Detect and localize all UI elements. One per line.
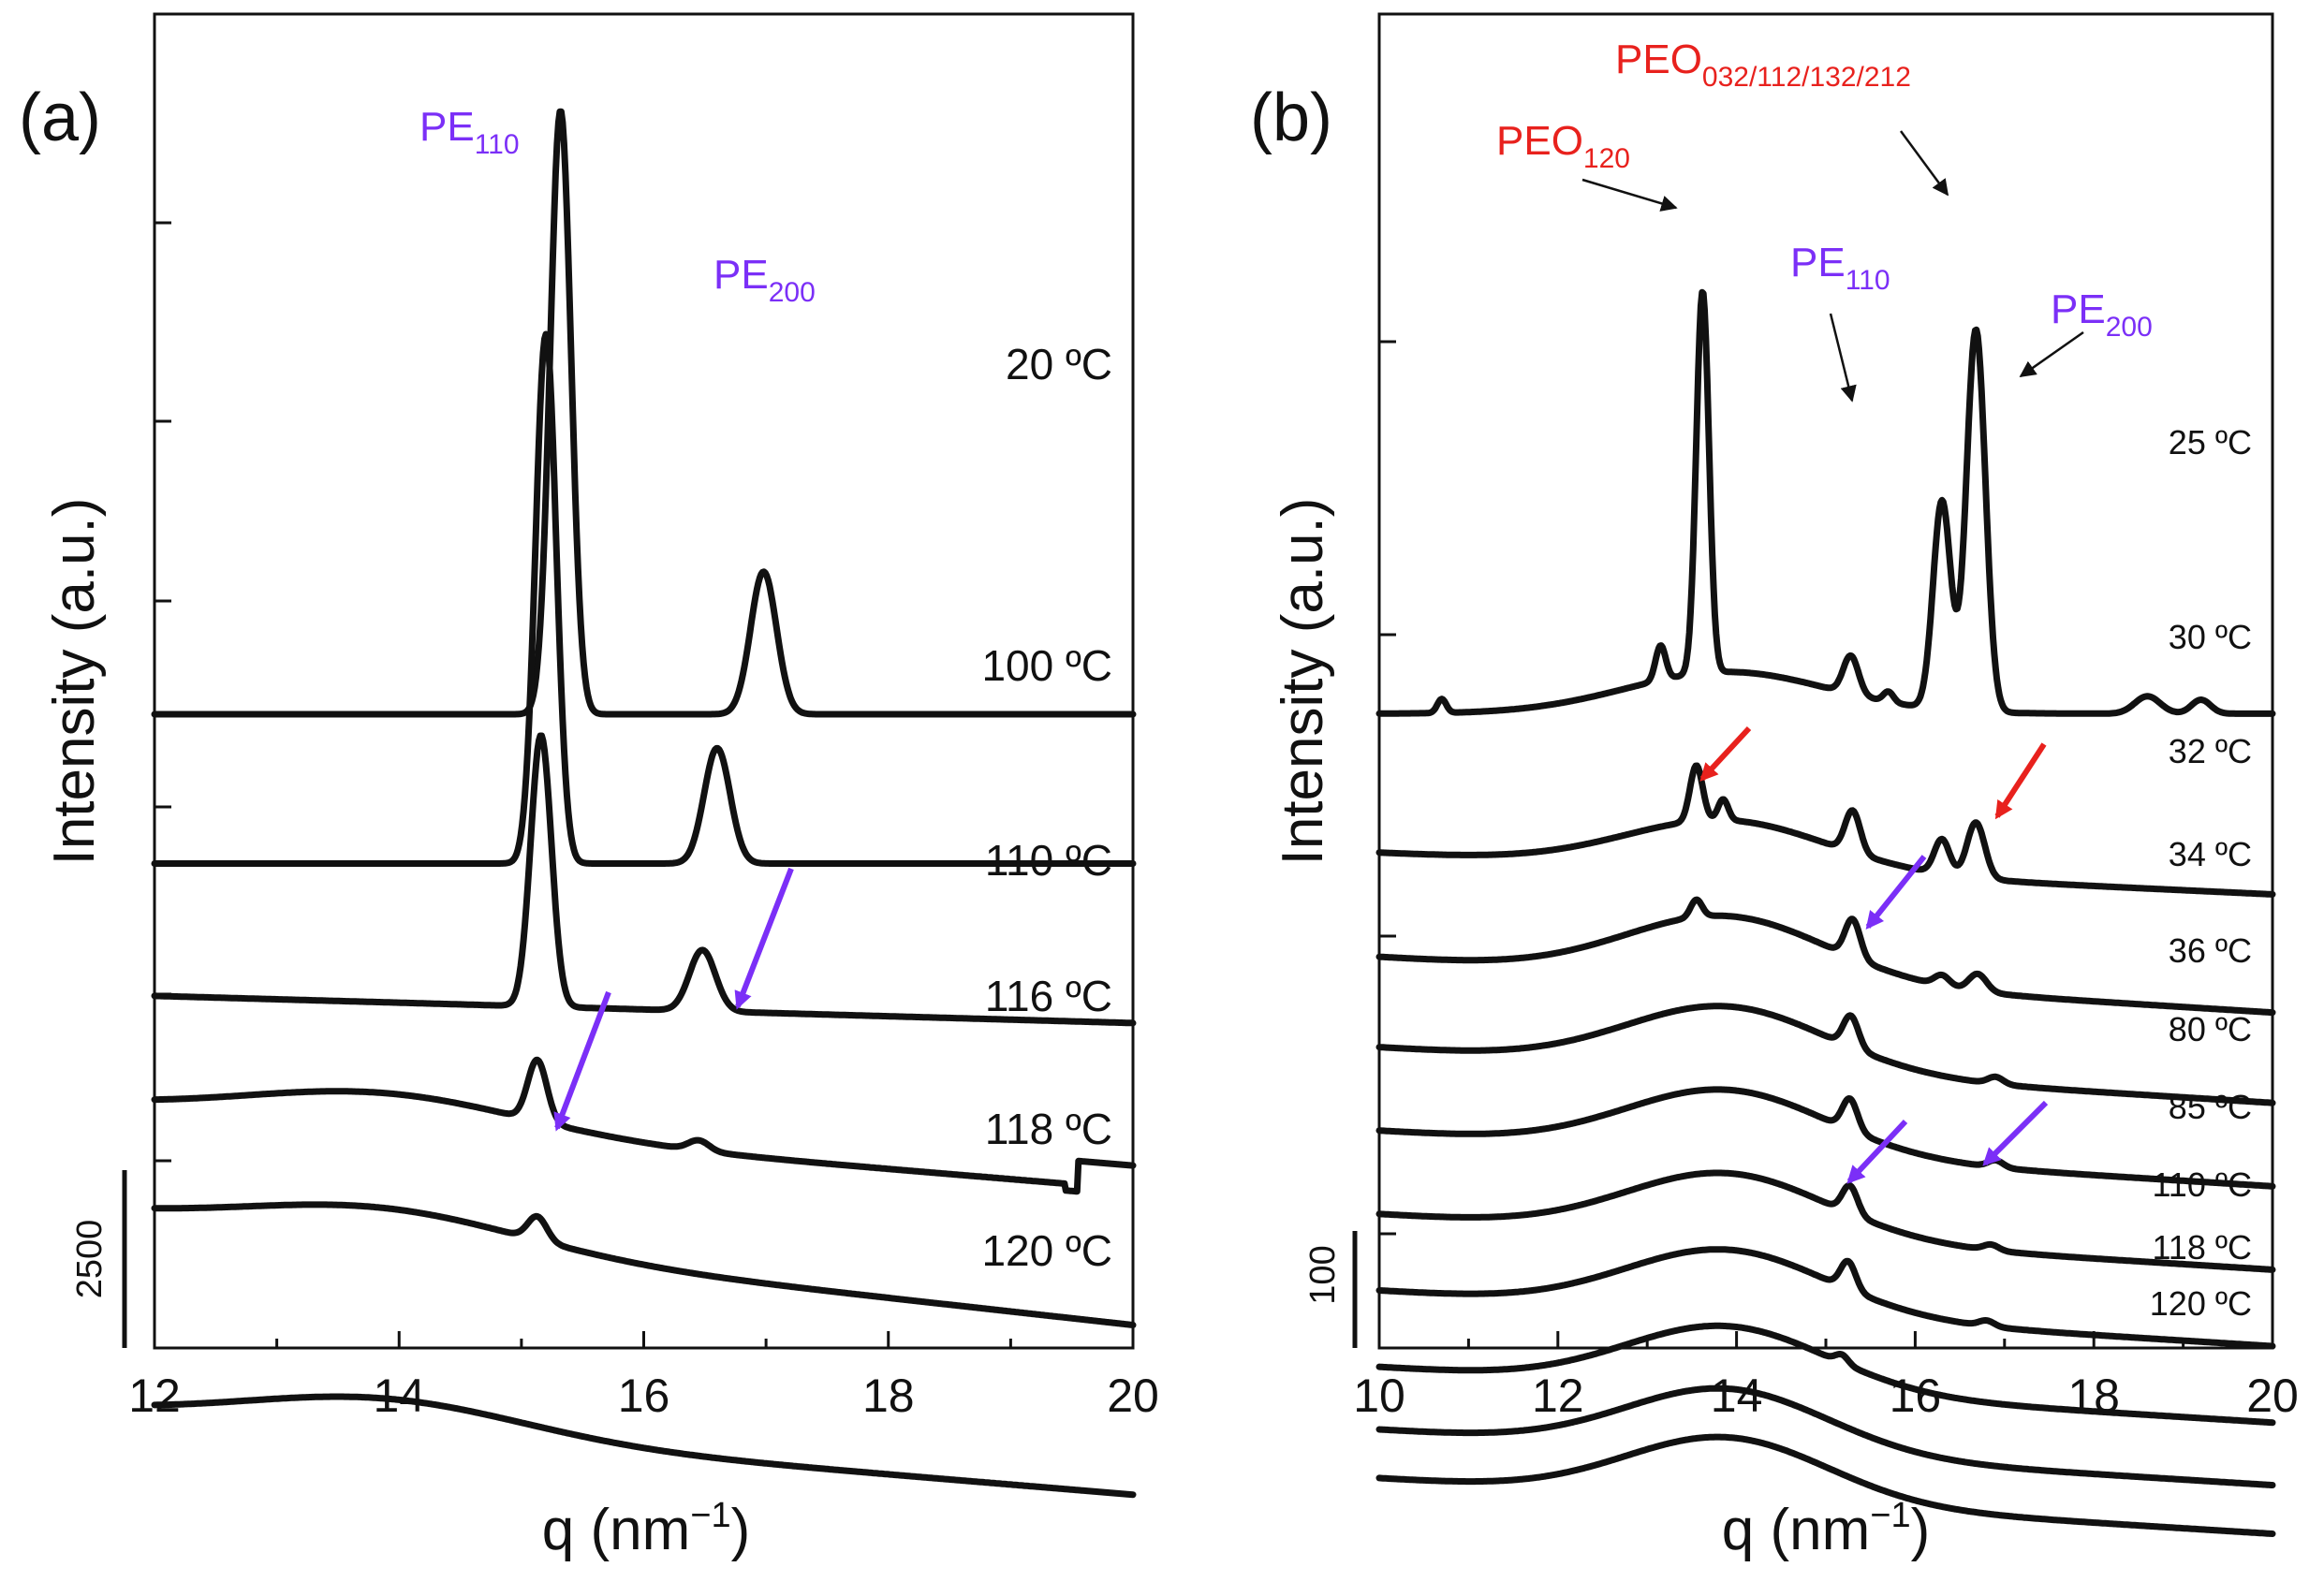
panel-a-x-tick-label-2: 16: [618, 1370, 670, 1422]
panel-a-x-axis-title: q (nm−1): [542, 1496, 750, 1562]
panel-a-y-axis-title: Intensity (a.u.): [42, 498, 107, 866]
panel-a-ticks: 12 14 16 18 20: [128, 221, 1159, 1422]
panel-b-y-axis-title: Intensity (a.u.): [1271, 498, 1335, 866]
panel-b-temp-label-0: 25 ºC: [2169, 423, 2252, 461]
panel-b-temp-label-2: 32 ºC: [2169, 732, 2252, 770]
panel-b-scale-bar-label: 100: [1303, 1245, 1343, 1304]
panel-b-temp-label-1: 30 ºC: [2169, 618, 2252, 656]
panel-b-x-tick-label-3: 16: [1890, 1370, 1942, 1422]
panel-a-label: (a): [19, 81, 101, 155]
panel-b-arrow-purple-110a: [1846, 1119, 1908, 1184]
panel-a-trace-1: [151, 330, 1137, 867]
panel-b-callout-pe200: [2019, 330, 2084, 378]
panel-b-trace-2: [1375, 896, 2276, 1017]
panel-a-peak-label-pe200: PE200: [713, 252, 816, 308]
panel-b-trace-6: [1375, 1246, 2276, 1350]
panel-a-arrow-pe110-118: [553, 990, 611, 1132]
panel-a-x-tick-label-1: 14: [373, 1370, 425, 1422]
panel-b-peak-label-peo032: PEO032/112/132/212: [1615, 37, 1911, 93]
panel-a-trace-5: [151, 1393, 1137, 1499]
panel-a-traces: [151, 108, 1137, 1499]
panel-b-x-tick-label-5: 20: [2246, 1370, 2299, 1422]
panel-b-trace-1: [1375, 762, 2276, 898]
panel-a-x-tick-label-0: 12: [128, 1370, 181, 1422]
panel-b-trace-7: [1375, 1322, 2276, 1427]
panel-b-trace-5: [1375, 1169, 2276, 1273]
panel-a-temp-label-2: 110 ºC: [985, 836, 1112, 885]
panel-b-x-tick-label-1: 12: [1532, 1370, 1584, 1422]
panel-a-temp-label-4: 118 ºC: [985, 1105, 1112, 1153]
panel-b-x-tick-label-0: 10: [1353, 1370, 1405, 1422]
panel-b-temp-label-5: 80 ºC: [2169, 1010, 2252, 1048]
panel-b-peak-label-pe200: PE200: [2051, 286, 2153, 343]
panel-b-trace-3: [1375, 1003, 2276, 1106]
panel-a: 12 14 16 18 20 (a) Intensity (a.u.) q (nm−1)…: [19, 12, 1159, 1562]
panel-b-temp-label-7: 110 ºC: [2152, 1165, 2252, 1204]
panel-b-peak-label-pe110: PE110: [1790, 240, 1890, 296]
panel-b-callout-peo032: [1899, 130, 1949, 197]
panel-b-arrow-purple-110b: [1982, 1100, 2049, 1166]
panel-b-callout-peo120: [1581, 178, 1678, 212]
panel-b-arrow-red-peo120: [1699, 725, 1752, 782]
panel-b-trace-8: [1375, 1384, 2276, 1488]
panel-b-trace-4: [1375, 1086, 2276, 1190]
panel-b-ticks: 10 12 14 16 18 20: [1353, 340, 2299, 1422]
panel-b-frame: [1377, 12, 2274, 1350]
panel-b: 10 12 14 16 18 20 (b) Intensity (a.u.) q (nm−…: [1250, 12, 2299, 1562]
panel-a-trace-2: [151, 732, 1137, 1027]
panel-b-temp-label-9: 120 ºC: [2150, 1284, 2252, 1323]
panel-a-temp-label-0: 20 ºC: [1006, 340, 1112, 388]
panel-b-temp-label-6: 85 ºC: [2169, 1088, 2252, 1126]
panel-b-temp-label-8: 118 ºC: [2152, 1228, 2252, 1267]
panel-a-x-tick-label-3: 18: [862, 1370, 915, 1422]
panel-b-temp-label-3: 34 ºC: [2169, 835, 2252, 873]
panel-a-scale-bar-label: 2500: [70, 1220, 110, 1299]
panel-a-trace-0: [151, 108, 1137, 718]
panel-a-trace-4: [151, 1201, 1137, 1328]
panel-b-traces: [1375, 288, 2276, 1537]
panel-b-trace-9: [1375, 1433, 2276, 1537]
panel-a-temp-label-3: 116 ºC: [985, 972, 1112, 1020]
panel-a-temp-label-1: 100 ºC: [981, 641, 1112, 690]
panel-b-peak-label-peo120: PEO120: [1496, 118, 1630, 174]
panel-a-arrow-pe200-116: [734, 867, 794, 1010]
panel-a-trace-3: [151, 1056, 1137, 1195]
panel-b-trace-0: [1375, 288, 2276, 717]
panel-b-callout-pe110: [1829, 313, 1857, 403]
panel-b-temp-label-4: 36 ºC: [2169, 931, 2252, 970]
panel-b-x-tick-label-4: 18: [2067, 1370, 2120, 1422]
panel-b-arrow-purple-36: [1865, 855, 1927, 930]
panel-a-x-tick-label-4: 20: [1107, 1370, 1159, 1422]
panel-b-label: (b): [1250, 81, 1332, 155]
panel-b-arrow-red-peo200: [1994, 742, 2047, 820]
panel-a-peak-label-pe110: PE110: [419, 104, 520, 160]
panel-b-x-tick-label-2: 14: [1711, 1370, 1763, 1422]
panel-b-x-axis-title: q (nm−1): [1722, 1496, 1930, 1562]
panel-a-temp-label-5: 120 ºC: [981, 1226, 1112, 1275]
